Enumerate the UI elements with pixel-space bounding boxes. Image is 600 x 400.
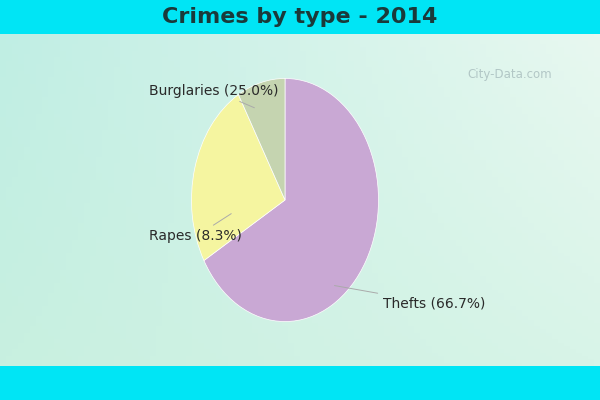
- Text: Crimes by type - 2014: Crimes by type - 2014: [163, 7, 437, 27]
- Wedge shape: [204, 78, 379, 322]
- Bar: [0, 366, 600, 400]
- Wedge shape: [191, 95, 285, 260]
- Text: Burglaries (25.0%): Burglaries (25.0%): [149, 84, 279, 108]
- Text: City-Data.com: City-Data.com: [467, 68, 552, 81]
- Text: Rapes (8.3%): Rapes (8.3%): [149, 214, 242, 244]
- Bar: [0, 0, 600, 34]
- Wedge shape: [238, 78, 285, 200]
- Text: Thefts (66.7%): Thefts (66.7%): [334, 286, 485, 310]
